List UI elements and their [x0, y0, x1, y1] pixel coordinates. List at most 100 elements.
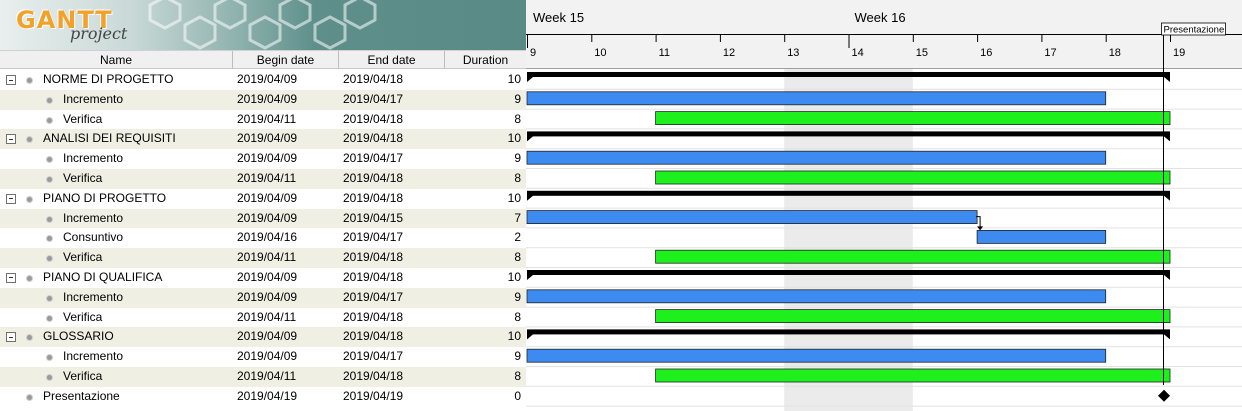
task-bar[interactable] — [526, 348, 1107, 363]
task-begin-date: 2019/04/09 — [237, 131, 298, 146]
collapse-toggle-icon[interactable] — [6, 272, 16, 283]
collapse-toggle-icon[interactable] — [6, 193, 16, 204]
task-begin-date: 2019/04/09 — [237, 210, 298, 225]
column-header-name[interactable]: Name — [0, 51, 233, 69]
task-bullet-icon — [46, 373, 53, 381]
table-row[interactable]: NORME DI PROGETTO 2019/04/09 2019/04/18 10 — [0, 70, 526, 90]
task-bar[interactable] — [655, 309, 1171, 324]
task-name[interactable]: Incremento — [63, 91, 124, 106]
dependency-arrow — [976, 216, 981, 229]
task-name[interactable]: ANALISI DEI REQUISITI — [43, 131, 176, 146]
task-name[interactable]: Consuntivo — [63, 230, 124, 245]
task-name[interactable]: Incremento — [63, 289, 124, 304]
column-header-begin-date[interactable]: Begin date — [233, 51, 339, 69]
task-bullet-icon — [46, 156, 53, 164]
task-bar[interactable] — [655, 111, 1171, 125]
table-row[interactable]: Verifica 2019/04/11 2019/04/18 8 — [0, 168, 526, 189]
task-name[interactable]: Verifica — [63, 250, 103, 265]
task-bullet-icon — [46, 255, 53, 263]
task-name[interactable]: Verifica — [63, 170, 103, 185]
collapse-toggle-icon[interactable] — [6, 75, 16, 85]
task-bullet-icon — [46, 235, 53, 243]
task-begin-date: 2019/04/16 — [237, 230, 298, 245]
gantt-chart[interactable]: Week 15 Week 16 9 10 11 12 13 14 15 16 17 18 19 Prese… — [526, 0, 1242, 411]
summary-task-bar[interactable] — [527, 329, 1170, 335]
task-duration: 2 — [514, 230, 521, 245]
task-bar[interactable] — [526, 150, 1107, 165]
summary-start-cap — [527, 190, 533, 201]
task-bullet-icon — [26, 334, 33, 342]
task-name[interactable]: PIANO DI QUALIFICA — [43, 269, 163, 284]
table-row[interactable]: Verifica 2019/04/11 2019/04/18 8 — [0, 248, 526, 268]
table-row[interactable]: Verifica 2019/04/11 2019/04/18 8 — [0, 110, 526, 130]
task-bullet-icon — [46, 116, 53, 124]
task-name[interactable]: GLOSSARIO — [43, 329, 114, 344]
task-duration: 10 — [507, 269, 521, 284]
table-row[interactable]: ANALISI DEI REQUISITI 2019/04/09 2019/04/1… — [0, 129, 526, 150]
table-row[interactable]: Consuntivo 2019/04/16 2019/04/17 2 — [0, 228, 526, 248]
task-bar[interactable] — [526, 210, 978, 225]
task-end-date: 2019/04/18 — [343, 111, 404, 126]
task-duration: 8 — [514, 368, 521, 383]
ganttproject-logo: GANTT project — [0, 0, 526, 50]
task-duration: 8 — [514, 111, 521, 126]
task-duration: 10 — [507, 329, 521, 344]
task-end-date: 2019/04/18 — [343, 72, 404, 86]
task-name[interactable]: Incremento — [63, 210, 124, 225]
summary-task-bar[interactable] — [527, 190, 1170, 196]
table-row[interactable]: Verifica 2019/04/11 2019/04/18 8 — [0, 366, 526, 387]
table-row[interactable]: Incremento 2019/04/09 2019/04/17 9 — [0, 149, 526, 169]
day-label: 11 — [659, 47, 670, 59]
collapse-toggle-icon[interactable] — [6, 134, 16, 145]
task-bullet-icon — [26, 136, 33, 144]
task-name[interactable]: NORME DI PROGETTO — [43, 72, 174, 86]
task-bullet-icon — [46, 354, 53, 362]
summary-start-cap — [527, 329, 533, 340]
table-row[interactable]: Verifica 2019/04/11 2019/04/18 8 — [0, 308, 526, 328]
task-bar[interactable] — [655, 170, 1171, 185]
task-name[interactable]: Presentazione — [43, 388, 120, 403]
table-row[interactable]: Incremento 2019/04/09 2019/04/17 9 — [0, 89, 526, 110]
table-row[interactable]: Incremento 2019/04/09 2019/04/17 9 — [0, 347, 526, 367]
table-row[interactable]: Incremento 2019/04/09 2019/04/17 9 — [0, 287, 526, 308]
week-label: Week 16 — [855, 10, 906, 25]
summary-task-bar[interactable] — [527, 270, 1170, 275]
table-row[interactable]: PIANO DI QUALIFICA 2019/04/09 2019/04/18 10 — [0, 268, 526, 288]
summary-end-cap — [1164, 329, 1170, 340]
task-bar[interactable] — [655, 368, 1171, 383]
task-end-date: 2019/04/18 — [343, 131, 404, 146]
milestone-diamond[interactable] — [1158, 389, 1170, 402]
task-name[interactable]: Verifica — [63, 368, 103, 383]
task-duration: 10 — [507, 190, 521, 205]
task-duration: 9 — [514, 289, 521, 304]
table-row[interactable]: GLOSSARIO 2019/04/09 2019/04/18 10 — [0, 327, 526, 348]
task-begin-date: 2019/04/11 — [237, 170, 297, 185]
summary-end-cap — [1164, 72, 1170, 82]
table-row[interactable]: PIANO DI PROGETTO 2019/04/09 2019/04/18 10 — [0, 189, 526, 209]
task-bar[interactable] — [976, 229, 1107, 244]
task-end-date: 2019/04/19 — [343, 388, 404, 403]
task-bar[interactable] — [526, 289, 1107, 304]
summary-end-cap — [1164, 190, 1170, 201]
day-label: 18 — [1109, 47, 1121, 59]
task-bullet-icon — [26, 195, 33, 203]
task-name[interactable]: Incremento — [63, 151, 124, 166]
task-name[interactable]: PIANO DI PROGETTO — [43, 190, 167, 205]
task-bar[interactable] — [655, 249, 1171, 264]
table-row[interactable]: Presentazione 2019/04/19 2019/04/19 0 — [0, 387, 526, 407]
task-name[interactable]: Verifica — [63, 309, 103, 324]
summary-start-cap — [527, 72, 533, 82]
column-header-duration[interactable]: Duration — [462, 53, 509, 67]
gantt-chart-canvas[interactable]: Week 15 Week 16 9 10 11 12 13 14 15 16 17 18 19 Prese… — [526, 0, 1242, 411]
milestone-label-box — [1161, 22, 1226, 36]
collapse-toggle-icon[interactable] — [6, 332, 16, 343]
summary-task-bar[interactable] — [527, 131, 1170, 137]
table-row[interactable]: Incremento 2019/04/09 2019/04/15 7 — [0, 208, 526, 229]
column-header-end-date[interactable]: End date — [339, 51, 445, 69]
task-duration: 7 — [514, 210, 521, 225]
task-bar[interactable] — [526, 91, 1107, 106]
summary-task-bar[interactable] — [527, 72, 1170, 77]
task-name[interactable]: Verifica — [63, 111, 103, 126]
task-end-date: 2019/04/18 — [343, 368, 404, 383]
task-name[interactable]: Incremento — [63, 349, 124, 364]
